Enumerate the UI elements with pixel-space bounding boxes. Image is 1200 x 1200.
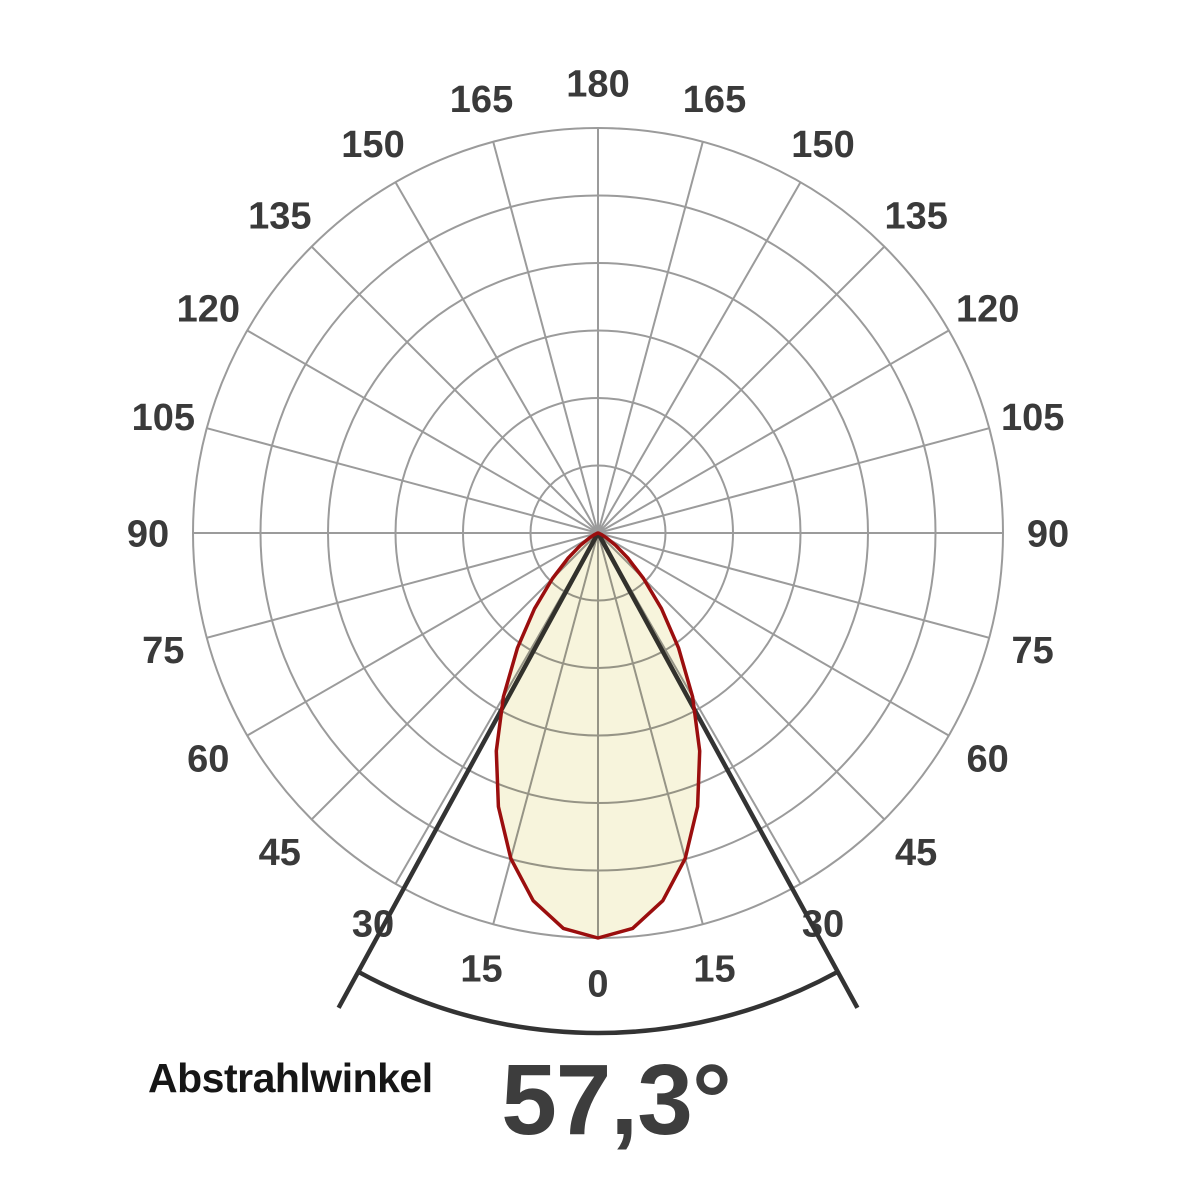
polar-grid-spoke [597,427,990,534]
polar-grid-spoke [597,245,886,534]
polar-grid-spoke [206,427,599,534]
angle-tick-label: 105 [132,397,195,439]
angle-tick-label: 0 [587,964,608,1006]
polar-grid-spoke [597,181,802,534]
angle-tick-label: 180 [566,64,629,106]
angle-tick-label: 165 [450,79,513,121]
intensity-lobe-outline [494,531,702,940]
beam-angle-value: 57,3° [501,1044,732,1156]
polar-grid-spoke [246,532,599,737]
angle-tick-label: 45 [895,832,937,874]
angle-tick-label: 30 [802,903,844,945]
intensity-lobe-fill [496,533,700,938]
angle-tick-label: 165 [683,79,746,121]
angle-tick-label: 75 [1012,630,1054,672]
polar-grid-spoke [492,141,599,534]
angle-tick-label: 150 [791,124,854,166]
angle-tick-label: 120 [956,289,1019,331]
angle-tick-label: 15 [460,948,502,990]
polar-grid-spoke [597,532,950,737]
angle-tick-label: 120 [177,289,240,331]
angle-tick-label: 15 [693,948,735,990]
angle-tick-label: 30 [352,903,394,945]
angle-tick-label: 135 [884,195,947,237]
angle-tick-label: 60 [967,739,1009,781]
beam-angle-arc [357,969,839,1036]
angle-tick-label: 75 [142,630,184,672]
angle-tick-label: 135 [248,195,311,237]
polar-grid-spoke [597,532,990,639]
angle-tick-label: 90 [127,514,169,556]
polar-grid-spoke [310,245,599,534]
angle-tick-label: 45 [259,832,301,874]
angle-tick-label: 150 [341,124,404,166]
polar-grid-spoke [246,329,599,534]
polar-grid-spoke [206,532,599,639]
angle-tick-label: 105 [1001,397,1064,439]
beam-angle-caption: Abstrahlwinkel [148,1055,433,1101]
angle-tick-label: 90 [1027,514,1069,556]
angle-tick-label: 60 [187,739,229,781]
polar-grid-spoke [394,181,599,534]
polar-grid-spoke [597,141,704,534]
polar-grid-spoke [597,329,950,534]
